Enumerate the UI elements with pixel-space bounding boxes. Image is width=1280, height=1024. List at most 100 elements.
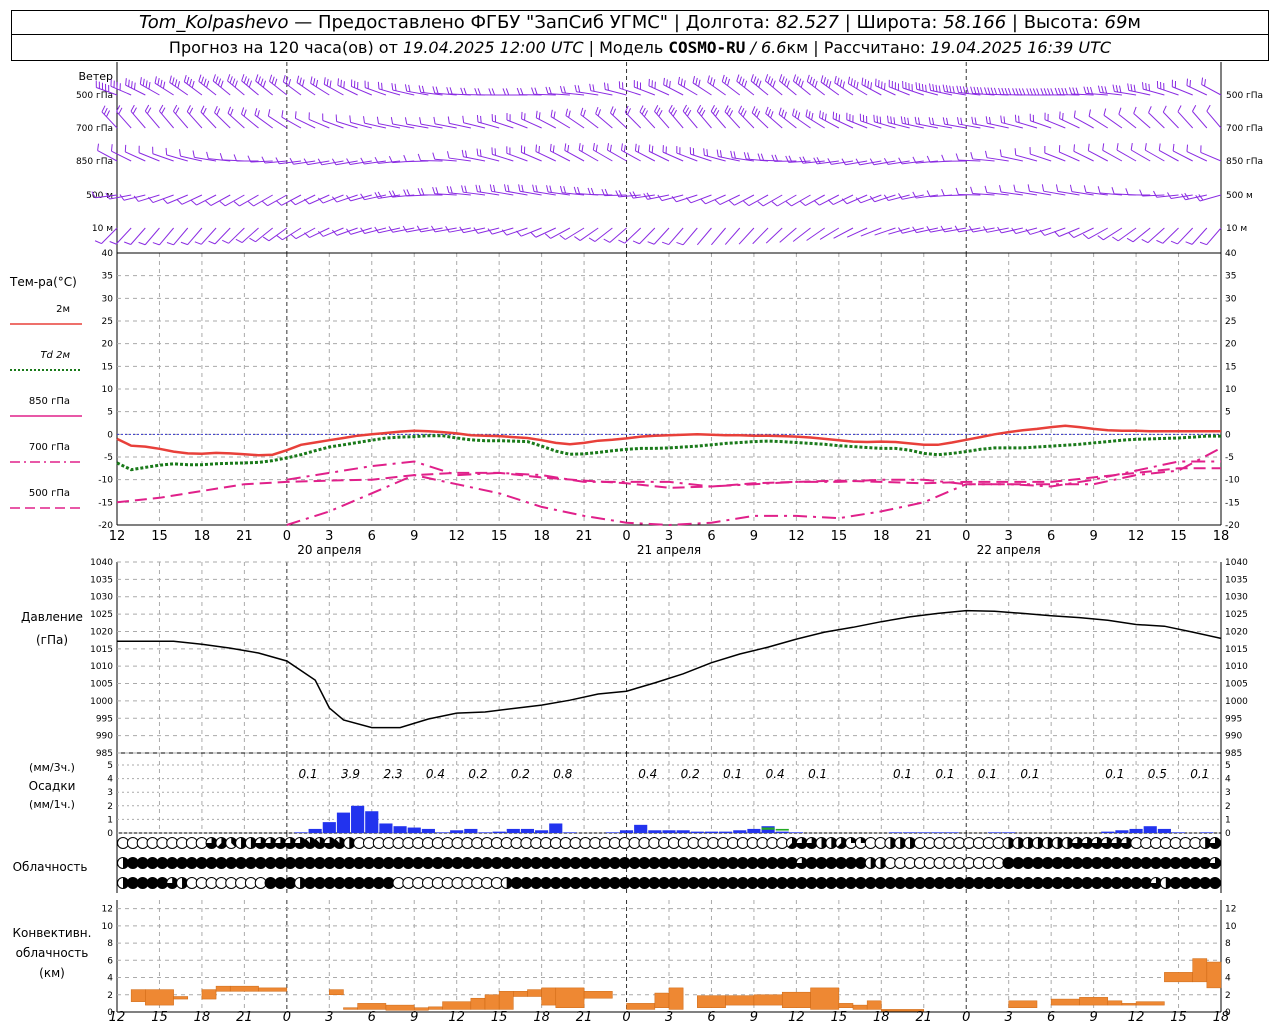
wind-barb-feather [727,78,731,86]
wind-barb [250,160,273,163]
wind-barb [310,82,330,96]
wind-barb-feather [728,200,735,206]
prec-ytick-right: 0 [1225,829,1231,839]
wind-barb [364,194,387,201]
wind-barb-feather [836,77,840,85]
hour-label: 6 [1047,529,1055,544]
wind-barb-feather [798,78,802,86]
wind-barb-feather [828,81,832,89]
wind-barb-feather [317,197,324,204]
wind-barb [678,83,698,96]
wind-barb-feather [222,239,229,244]
wind-barb-feather [946,117,949,125]
cloud-symbol-fill [1111,837,1123,849]
wind-barb [1058,227,1080,237]
wind-barb-feather [1097,85,1101,93]
wind-barb-feather [489,184,493,192]
prec-ytick-right: 1 [1225,815,1231,825]
wind-barb-feather [701,109,706,117]
wind-barb [378,88,401,96]
temp-ytick: -15 [98,498,113,508]
wind-barb-feather [753,76,757,84]
temp-ytick-right: 35 [1225,272,1236,282]
temp-title: Тем-ра(°С) [9,275,77,289]
wind-barb [930,123,953,129]
wind-barb [580,114,599,129]
wind-barb-feather [530,232,537,238]
prec-3h-label: 0.4 [766,767,785,781]
wind-barb [604,194,627,197]
conv-bar [1164,972,1193,983]
wind-barb [791,194,811,207]
wind-barb [792,114,811,129]
wind-barb-feather [331,196,338,203]
wind-barb-feather [147,196,154,203]
wind-barb [322,120,344,129]
wind-barb-feather [917,117,921,125]
lon-label: | Долгота: [673,12,771,33]
wind-barb [1118,113,1137,129]
temp-ytick-right: 25 [1225,317,1236,327]
wind-barb-feather [794,110,798,118]
wind-barb-feather [101,105,106,113]
wind-barb-feather [884,82,886,90]
wind-barb [1074,117,1094,129]
wind-barb-feather [91,191,96,198]
wind-barb-feather [186,105,191,112]
wind-level-label: 850 гПа [76,157,113,167]
wind-barb-feather [670,107,675,114]
wind-barb-feather [641,107,646,115]
wind-barb [816,160,839,165]
cloud-symbol-fill [1205,837,1211,849]
wind-barb-feather [326,78,329,86]
wind-barb [605,89,627,96]
wind-barb [1001,122,1023,129]
wind-barb [704,154,726,162]
wind-barb-feather [1089,86,1093,94]
precip-bar [775,831,789,833]
wind-barb [595,113,613,129]
wind-barb-feather [1021,88,1026,96]
cloud-symbol-fill [300,877,306,889]
wind-barb [477,121,500,129]
wind-barb-feather [942,84,945,92]
prec-title: Осадки [29,779,76,793]
temp-ytick-right: 10 [1225,385,1237,395]
hour-label-bottom: 12 [788,1010,805,1024]
conv-ytick-right: 2 [1225,991,1231,1001]
wind-barb-feather [987,87,991,95]
wind-barb-feather [431,225,436,233]
wind-barb [351,86,372,96]
wind-barb-feather [915,82,918,90]
wind-barb [130,227,146,245]
wind-barb-feather [271,76,275,84]
wind-barb-feather [812,78,816,86]
pres-title: Давление [21,610,83,624]
prec-ytick: 5 [107,761,113,771]
wind-barb-feather [627,108,631,115]
cloud-symbol [333,837,346,849]
wind-barb-feather [1072,87,1076,95]
temp-ytick-right: 15 [1225,362,1236,372]
wind-barb-feather [360,227,366,234]
wind-barb [682,110,698,129]
wind-barb-feather [998,185,1002,193]
cloud-symbol-fill [304,837,316,849]
temp-series-1 [116,434,1221,472]
wind-barb-feather [767,76,771,84]
wind-barb-feather [403,189,407,197]
wind-barb-feather [1191,104,1197,112]
hour-label-bottom: 21 [915,1010,932,1024]
wind-barb [267,194,288,207]
wind-barb-feather [235,238,243,244]
wind-barb [227,112,245,129]
wind-barb-feather [329,80,332,88]
wind-barb-feather [623,144,626,152]
wind-barb-feather [549,185,552,193]
prec-3h-label: 0.8 [553,767,572,781]
subtitle-bar: Прогноз на 120 часа(ов) от 19.04.2025 12… [11,34,1269,61]
wind-barb-feather [142,78,145,86]
wind-barb [734,194,755,206]
wind-barb [547,93,570,96]
